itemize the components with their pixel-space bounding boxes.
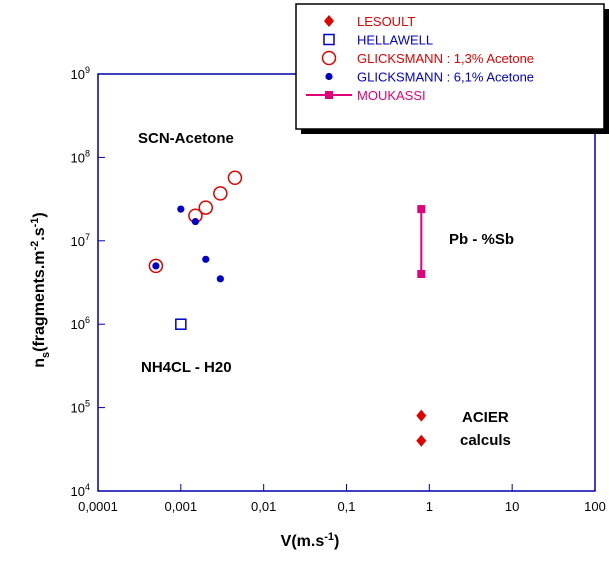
point-glicksmann-6-1-acetone bbox=[177, 205, 185, 213]
legend-label-lesoult: LESOULT bbox=[357, 14, 415, 29]
point-moukassi bbox=[417, 205, 426, 214]
point-glicksmann-6-1-acetone bbox=[152, 262, 160, 270]
point-glicksmann-1-3-acetone bbox=[227, 170, 243, 186]
x-tick-label: 0,0001 bbox=[78, 499, 118, 514]
legend-label-moukassi: MOUKASSI bbox=[357, 88, 426, 103]
annotation-scn-acetone: SCN-Acetone bbox=[138, 130, 234, 147]
point-glicksmann-1-3-acetone bbox=[148, 258, 164, 274]
point-glicksmann-1-3-acetone bbox=[198, 200, 214, 215]
x-axis-label: V(m.s-1) bbox=[281, 531, 340, 550]
y-tick-label: 108 bbox=[71, 148, 90, 165]
point-lesoult bbox=[416, 409, 427, 422]
point-hellawell bbox=[175, 318, 187, 330]
x-tick-label: 0,01 bbox=[251, 499, 276, 514]
legend-marker-glicksmann-6-1-acetone bbox=[325, 72, 333, 81]
point-glicksmann-6-1-acetone bbox=[216, 275, 224, 283]
point-lesoult bbox=[416, 434, 427, 447]
y-axis-label: ns(fragments.m-2.s-1) bbox=[29, 212, 52, 368]
data-marks bbox=[148, 170, 427, 447]
x-tick-label: 100 bbox=[584, 499, 606, 514]
legend-marker-moukassi bbox=[325, 91, 333, 99]
annotation-acier: ACIER bbox=[462, 409, 509, 426]
x-tick-label: 10 bbox=[505, 499, 519, 514]
y-tick-label: 107 bbox=[71, 232, 90, 249]
annotation-calculs: calculs bbox=[460, 432, 511, 449]
x-tick-label: 0,001 bbox=[165, 499, 198, 514]
annotation-nh4cl-h20: NH4CL - H20 bbox=[141, 359, 232, 376]
point-moukassi bbox=[417, 269, 426, 278]
x-tick-label: 1 bbox=[426, 499, 433, 514]
axis-ticks: 0,0001 0,001 0,01 0,1 1 10 100 104 105 106 107 108 1… bbox=[71, 65, 606, 514]
point-glicksmann-1-3-acetone bbox=[213, 186, 228, 201]
point-glicksmann-6-1-acetone bbox=[202, 255, 210, 263]
legend-label-glicksmann-1-3-acetone: GLICKSMANN : 1,3% Acetone bbox=[357, 51, 534, 66]
legend-label-hellawell: HELLAWELL bbox=[357, 33, 433, 48]
y-tick-label: 104 bbox=[71, 482, 90, 499]
legend-marker-hellawell bbox=[323, 33, 335, 46]
legend-label-glicksmann-6-1-acetone: GLICKSMANN : 6,1% Acetone bbox=[357, 70, 534, 85]
annotation-pb-sb: Pb - %Sb bbox=[449, 231, 514, 248]
legend-marker-lesoult bbox=[324, 15, 334, 27]
legend-box bbox=[295, 3, 605, 130]
legend-items: LESOULT HELLAWELL GLICKSMANN : 1,3% Aceton… bbox=[306, 14, 534, 103]
y-tick-label: 106 bbox=[71, 315, 90, 332]
legend: LESOULT HELLAWELL GLICKSMANN : 1,3% Aceton… bbox=[295, 3, 609, 134]
y-tick-label: 109 bbox=[71, 65, 90, 82]
legend-marker-glicksmann-1-3-acetone bbox=[321, 50, 337, 66]
y-tick-label: 105 bbox=[71, 399, 90, 416]
point-glicksmann-6-1-acetone bbox=[191, 217, 200, 226]
x-tick-label: 0,1 bbox=[337, 499, 355, 514]
